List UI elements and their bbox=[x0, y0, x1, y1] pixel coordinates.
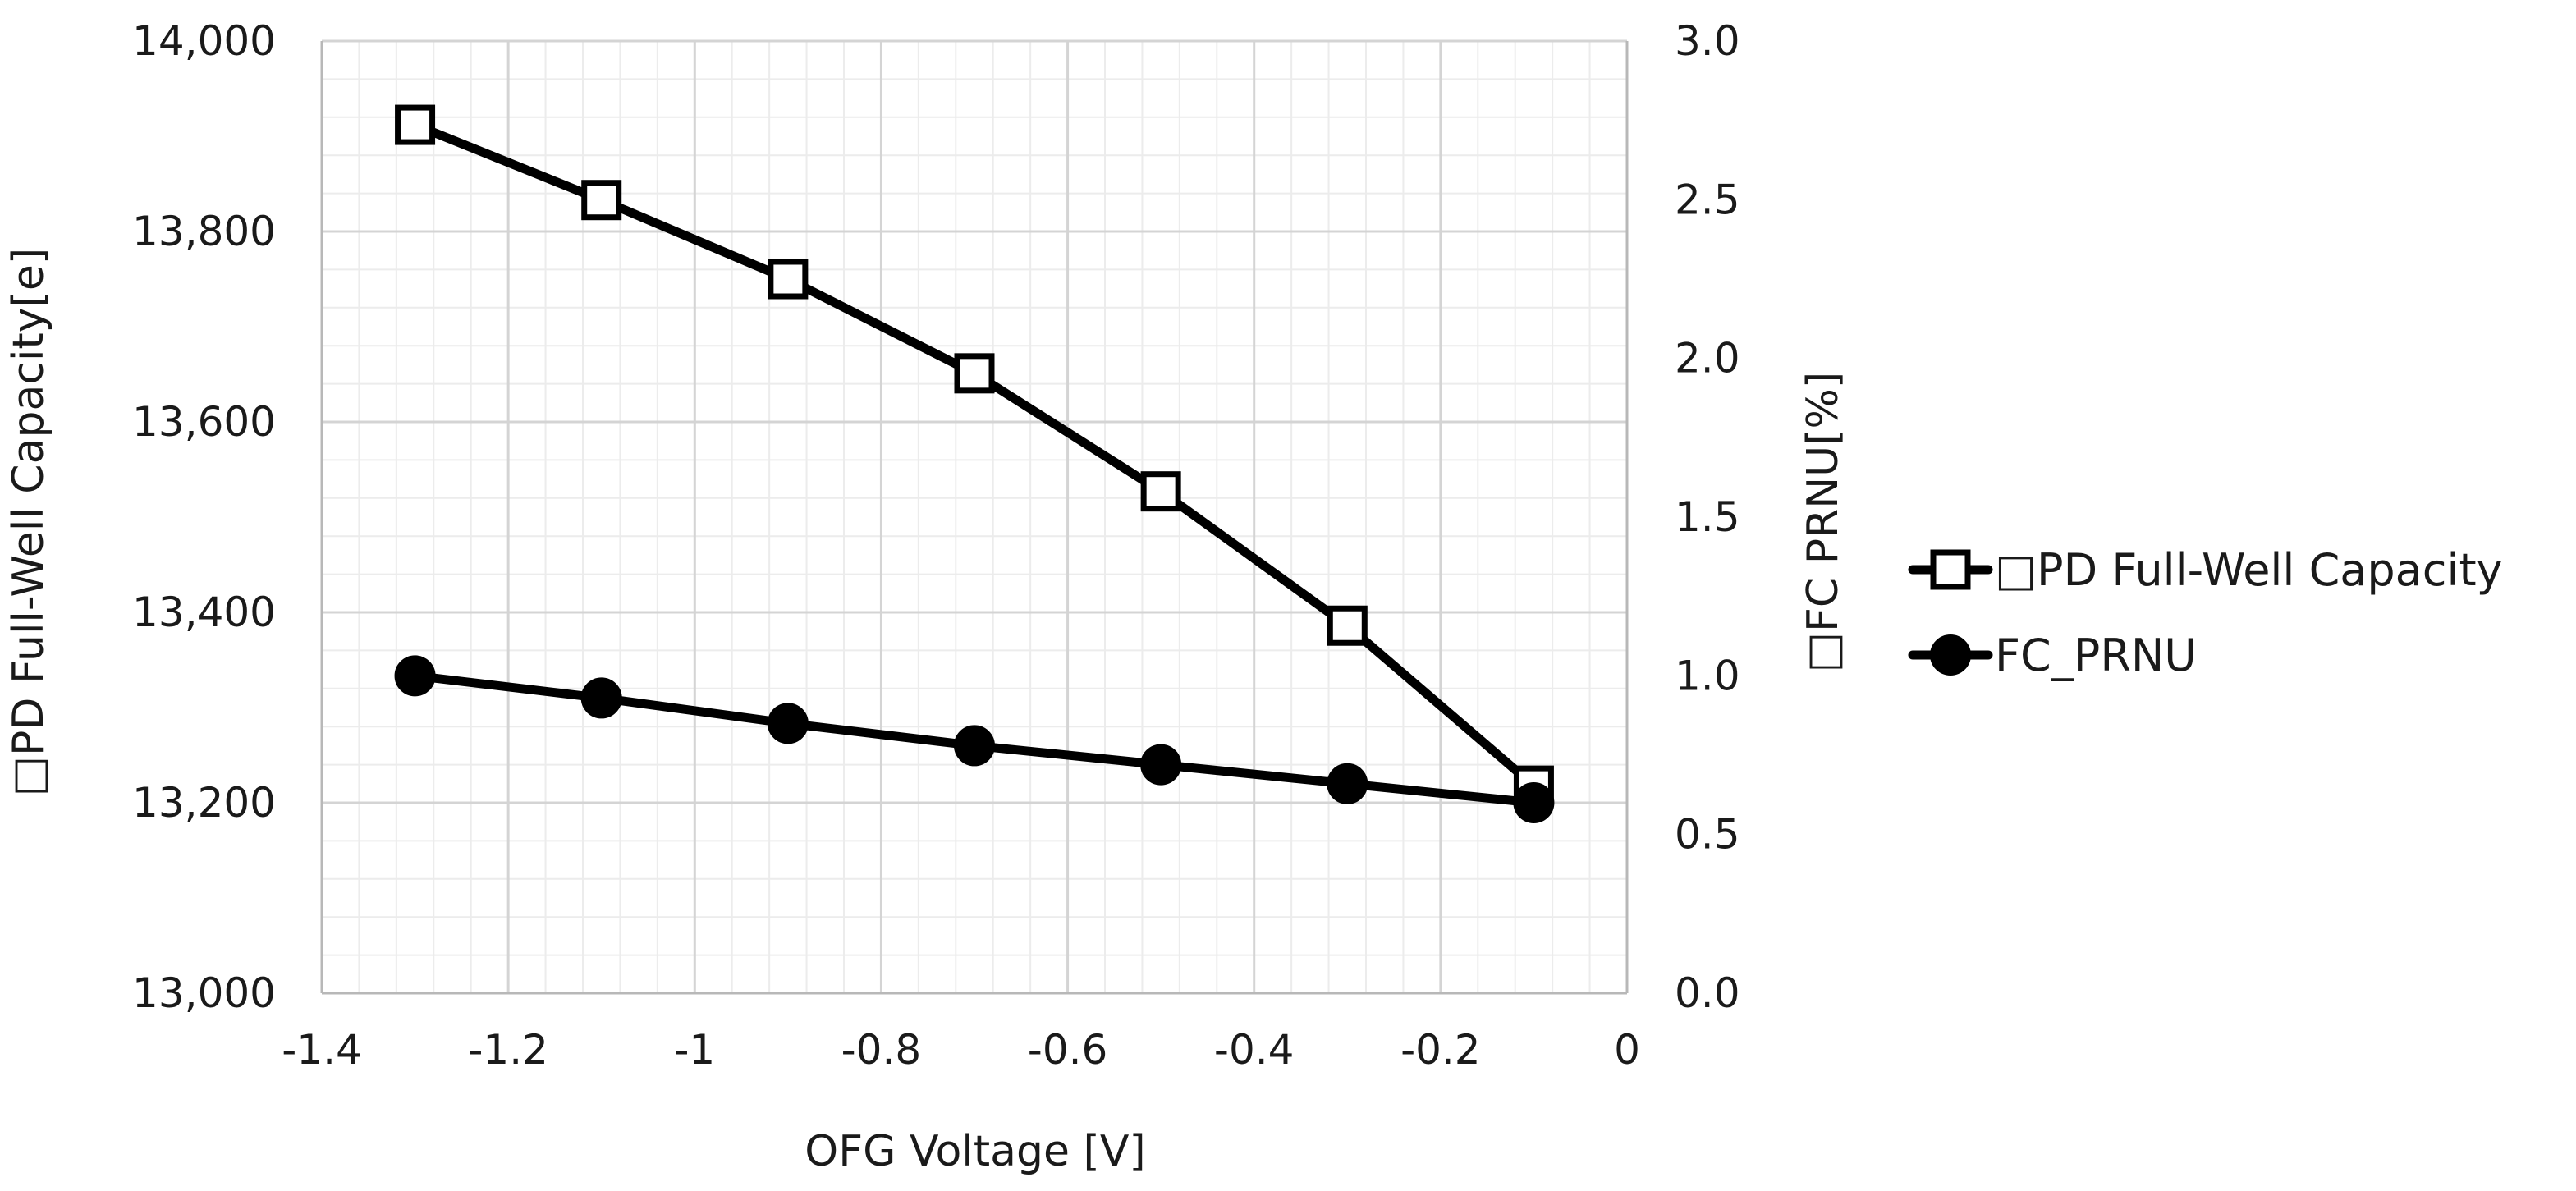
x-tick-label: -0.4 bbox=[1214, 1026, 1295, 1074]
y-right-tick-label: 1.0 bbox=[1675, 652, 1740, 699]
data-point-fc-prnu bbox=[394, 655, 436, 697]
data-point-fc-prnu bbox=[580, 677, 622, 719]
legend-marker-pd-full-well-capacity bbox=[1930, 549, 1971, 590]
y-right-tick-label: 0.5 bbox=[1675, 811, 1740, 859]
x-tick-label: -0.6 bbox=[1028, 1026, 1108, 1074]
legend: □PD Full-Well Capacity FC_PRNU bbox=[1908, 544, 2503, 681]
data-point-pd-full-well-capacity bbox=[954, 353, 995, 394]
legend-label-fc-prnu: FC_PRNU bbox=[1995, 630, 2197, 681]
x-tick-label: -0.8 bbox=[841, 1026, 922, 1074]
x-tick-label: 0 bbox=[1614, 1026, 1640, 1074]
data-point-fc-prnu bbox=[1513, 782, 1555, 823]
data-point-pd-full-well-capacity bbox=[395, 104, 436, 145]
y-left-tick-label: 13,000 bbox=[132, 969, 276, 1017]
tick-labels: -1.4 -1.2 -1 -0.8 -0.6 -0.4 -0.2 0 13,000 13,200 1… bbox=[132, 17, 1739, 1074]
data-point-fc-prnu bbox=[954, 725, 995, 767]
legend-label-pd-full-well-capacity: □PD Full-Well Capacity bbox=[1995, 544, 2503, 596]
y-left-tick-label: 13,600 bbox=[132, 398, 276, 446]
y-right-tick-label: 1.5 bbox=[1675, 493, 1740, 541]
y-left-tick-label: 13,400 bbox=[132, 589, 276, 636]
y-right-tick-label: 2.0 bbox=[1675, 335, 1740, 382]
y-right-tick-label: 2.5 bbox=[1675, 176, 1740, 223]
legend-marker-fc-prnu bbox=[1930, 634, 1971, 676]
y-axis-right-title: □FC PRNU[%] bbox=[1799, 372, 1848, 672]
data-point-fc-prnu bbox=[767, 703, 809, 744]
data-point-fc-prnu bbox=[1140, 744, 1182, 786]
series-group bbox=[394, 104, 1555, 823]
x-tick-label: -1.4 bbox=[282, 1026, 362, 1074]
y-left-tick-label: 14,000 bbox=[132, 17, 276, 65]
data-point-pd-full-well-capacity bbox=[581, 180, 622, 221]
y-right-tick-label: 0.0 bbox=[1675, 969, 1740, 1017]
data-point-pd-full-well-capacity bbox=[768, 259, 809, 300]
data-point-fc-prnu bbox=[1327, 763, 1368, 804]
data-point-pd-full-well-capacity bbox=[1140, 471, 1181, 512]
x-tick-label: -1.2 bbox=[468, 1026, 548, 1074]
x-tick-label: -1 bbox=[674, 1026, 715, 1074]
gridlines bbox=[320, 39, 1629, 995]
axes bbox=[320, 41, 1629, 995]
y-left-tick-label: 13,800 bbox=[132, 208, 276, 255]
data-point-pd-full-well-capacity bbox=[1327, 605, 1368, 646]
y-right-tick-label: 3.0 bbox=[1675, 17, 1740, 65]
x-axis-title: OFG Voltage [V] bbox=[804, 1127, 1145, 1176]
y-axis-left-title: □PD Full-Well Capacity[e] bbox=[4, 248, 53, 796]
x-tick-label: -0.2 bbox=[1400, 1026, 1481, 1074]
y-left-tick-label: 13,200 bbox=[132, 779, 276, 827]
